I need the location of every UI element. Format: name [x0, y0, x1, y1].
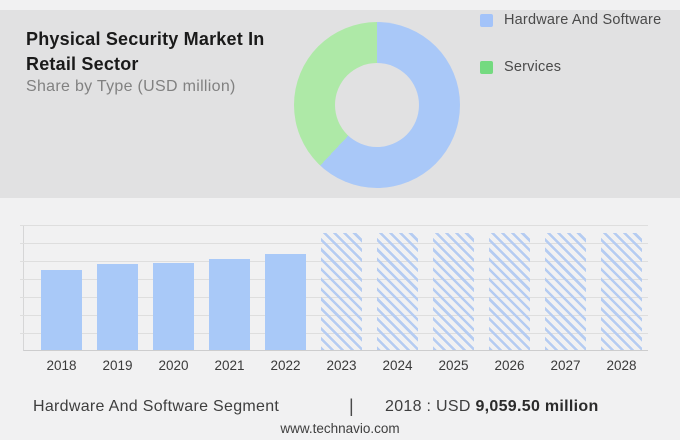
- bar-2018: [41, 270, 82, 350]
- legend-swatch-icon: [480, 13, 493, 27]
- x-axis-label-2025: 2025: [438, 358, 469, 373]
- x-axis-label-2024: 2024: [382, 358, 413, 373]
- legend-item-0: Hardware And Software: [480, 12, 661, 28]
- bar-2019: [97, 264, 138, 350]
- x-axis-label-2022: 2022: [270, 358, 301, 373]
- legend-swatch-icon: [480, 60, 493, 74]
- legend: Hardware And Software Services: [480, 12, 661, 106]
- bar-2020: [153, 263, 194, 350]
- bar-2026: [489, 233, 530, 350]
- stat-text: 2018 : USD 9,059.50 million: [385, 398, 599, 416]
- legend-label: Hardware And Software: [504, 12, 662, 28]
- website-url: www.technavio.com: [280, 421, 400, 436]
- stat-year-prefix: 2018 : USD: [385, 398, 476, 415]
- x-axis-label-2028: 2028: [606, 358, 637, 373]
- legend-label: Services: [504, 59, 562, 75]
- footer-divider: |: [349, 396, 354, 416]
- bar-2022: [265, 254, 306, 350]
- legend-item-1: Services: [480, 59, 661, 75]
- bar-2025: [433, 233, 474, 350]
- x-axis-label-2023: 2023: [326, 358, 357, 373]
- page-subtitle: Share by Type (USD million): [26, 78, 236, 95]
- bar-2023: [321, 233, 362, 350]
- page-title-line2: Retail Sector: [26, 54, 139, 74]
- bar-2024: [377, 233, 418, 350]
- x-axis-label-2020: 2020: [158, 358, 189, 373]
- x-axis-label-2019: 2019: [102, 358, 133, 373]
- bar-2028: [601, 233, 642, 350]
- gridline: [20, 225, 648, 226]
- stat-value: 9,059.50 million: [475, 398, 599, 415]
- donut-chart: [294, 22, 460, 188]
- top-panel: Physical Security Market In Retail Secto…: [0, 10, 680, 198]
- x-axis-label-2018: 2018: [46, 358, 77, 373]
- page-title-line1: Physical Security Market In: [26, 29, 265, 49]
- x-axis-label-2026: 2026: [494, 358, 525, 373]
- x-axis-label-2027: 2027: [550, 358, 581, 373]
- bar-chart-plot-area: 2018 2019 2020 2021 2022 2023 2024 2025 2026 2027…: [20, 225, 648, 373]
- page-title: Physical Security Market In Retail Secto…: [26, 27, 265, 77]
- bar-2027: [545, 233, 586, 350]
- segment-label: Hardware And Software Segment: [33, 398, 280, 415]
- bar-2021: [209, 259, 250, 350]
- x-axis-label-2021: 2021: [214, 358, 245, 373]
- donut-hole: [335, 63, 419, 147]
